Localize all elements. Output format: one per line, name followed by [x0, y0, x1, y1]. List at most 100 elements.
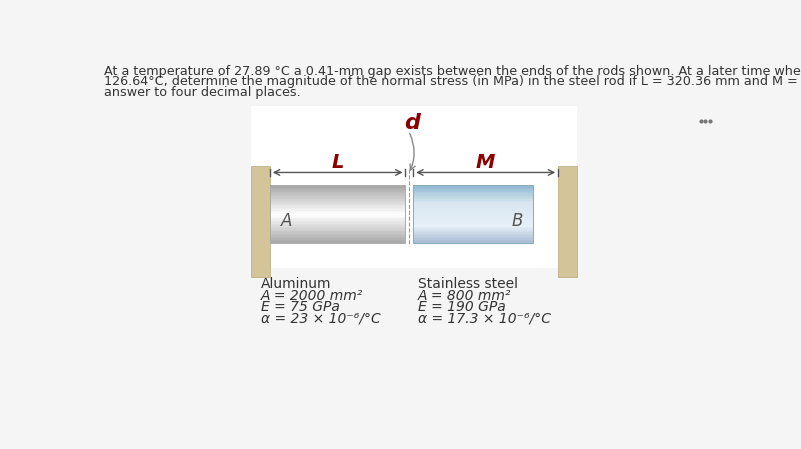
Bar: [270, 195, 405, 197]
Bar: [270, 205, 405, 207]
Text: M: M: [476, 153, 495, 172]
Bar: [270, 209, 405, 211]
Bar: [413, 201, 533, 202]
Bar: [413, 238, 533, 240]
Bar: [270, 218, 405, 220]
Bar: [270, 240, 405, 242]
Bar: [413, 218, 533, 220]
Bar: [413, 207, 533, 208]
Bar: [270, 227, 405, 229]
Text: Stainless steel: Stainless steel: [418, 277, 518, 291]
Bar: [270, 199, 405, 201]
Bar: [413, 212, 533, 214]
Bar: [270, 207, 405, 208]
Bar: [413, 192, 533, 194]
Bar: [413, 214, 533, 216]
Bar: [270, 235, 405, 237]
Bar: [558, 166, 577, 277]
Bar: [413, 240, 533, 242]
Text: answer to four decimal places.: answer to four decimal places.: [104, 86, 300, 99]
Bar: [270, 198, 405, 200]
Bar: [270, 202, 405, 204]
Text: At a temperature of 27.89 °C a 0.41-mm gap exists between the ends of the rods s: At a temperature of 27.89 °C a 0.41-mm g…: [104, 65, 801, 78]
Text: E = 190 GPa: E = 190 GPa: [418, 300, 505, 314]
Bar: [270, 208, 405, 210]
Bar: [413, 225, 533, 227]
Bar: [413, 211, 533, 212]
Bar: [413, 234, 533, 236]
Bar: [413, 222, 533, 224]
Bar: [270, 186, 405, 188]
Bar: [270, 229, 405, 231]
Bar: [413, 233, 533, 234]
Bar: [413, 228, 533, 230]
Bar: [270, 215, 405, 217]
Bar: [270, 234, 405, 236]
Bar: [270, 201, 405, 202]
Bar: [270, 189, 405, 191]
Text: 126.64°C, determine the magnitude of the normal stress (in MPa) in the steel rod: 126.64°C, determine the magnitude of the…: [104, 75, 801, 88]
Bar: [413, 231, 533, 233]
Bar: [270, 214, 405, 216]
Bar: [270, 203, 405, 205]
Text: Aluminum: Aluminum: [260, 277, 331, 291]
Bar: [413, 215, 533, 217]
Bar: [413, 205, 533, 207]
Text: A = 2000 mm²: A = 2000 mm²: [260, 289, 363, 303]
Bar: [413, 186, 533, 188]
Bar: [270, 225, 405, 227]
Bar: [413, 229, 533, 231]
Bar: [413, 202, 533, 204]
Text: α = 23 × 10⁻⁶/°C: α = 23 × 10⁻⁶/°C: [260, 312, 380, 326]
Bar: [413, 241, 533, 243]
Bar: [413, 188, 533, 189]
Bar: [270, 212, 405, 214]
Bar: [413, 194, 533, 195]
Bar: [270, 185, 405, 187]
Text: A = 800 mm²: A = 800 mm²: [418, 289, 511, 303]
Bar: [270, 211, 405, 212]
Bar: [270, 237, 405, 238]
Bar: [270, 231, 405, 233]
Bar: [270, 190, 405, 192]
Text: A: A: [280, 211, 292, 229]
Bar: [413, 199, 533, 201]
Bar: [413, 221, 533, 223]
Bar: [270, 216, 405, 218]
Bar: [413, 196, 533, 198]
Bar: [413, 235, 533, 237]
Bar: [413, 190, 533, 192]
Bar: [270, 220, 405, 221]
Bar: [413, 209, 533, 211]
Bar: [270, 224, 405, 225]
Bar: [252, 166, 270, 277]
Bar: [413, 220, 533, 221]
Bar: [252, 106, 577, 268]
Bar: [413, 198, 533, 200]
Bar: [270, 185, 405, 242]
Bar: [270, 194, 405, 195]
Bar: [270, 221, 405, 223]
Bar: [270, 188, 405, 189]
Bar: [413, 203, 533, 205]
Bar: [413, 237, 533, 238]
Bar: [270, 241, 405, 243]
Bar: [413, 185, 533, 242]
Bar: [270, 238, 405, 240]
Bar: [413, 216, 533, 218]
Bar: [270, 233, 405, 234]
Bar: [413, 227, 533, 229]
Text: L: L: [332, 153, 344, 172]
Bar: [413, 185, 533, 187]
Bar: [270, 196, 405, 198]
Bar: [270, 228, 405, 230]
Bar: [270, 192, 405, 194]
Text: α = 17.3 × 10⁻⁶/°C: α = 17.3 × 10⁻⁶/°C: [418, 312, 551, 326]
Bar: [413, 224, 533, 225]
Text: B: B: [511, 211, 522, 229]
Bar: [413, 195, 533, 197]
Text: E = 75 GPa: E = 75 GPa: [260, 300, 340, 314]
Bar: [413, 189, 533, 191]
Bar: [270, 222, 405, 224]
Bar: [413, 208, 533, 210]
